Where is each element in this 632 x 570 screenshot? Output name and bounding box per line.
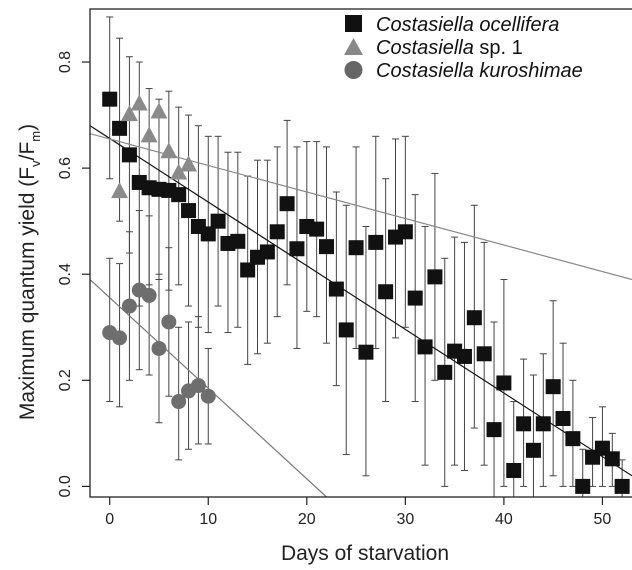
square-point [437, 364, 453, 380]
legend-marker-square [345, 15, 362, 32]
square-point [112, 120, 128, 136]
square-point [181, 203, 197, 219]
square-point [338, 322, 354, 338]
circle-point [151, 340, 167, 356]
square-point [328, 281, 344, 297]
square-point [565, 431, 581, 447]
square-point [319, 239, 335, 255]
square-point [525, 442, 541, 458]
square-point [368, 234, 384, 250]
square-point [407, 290, 423, 306]
y-axis-label-sub-v: v [28, 160, 43, 167]
error-bar [175, 326, 183, 461]
square-point [466, 310, 482, 326]
square-point [289, 241, 305, 257]
triangle-point [130, 94, 148, 111]
square-point [210, 213, 226, 229]
plot-frame [89, 8, 632, 498]
y-axis-label-close: ) [16, 124, 39, 131]
square-point [614, 478, 630, 494]
y-axis-ticks: 0.0 0.2 0.4 0.6 0.8 [57, 51, 90, 498]
data-points [102, 91, 630, 494]
legend-label-sp1-rest: sp. 1 [474, 37, 523, 59]
y-axis-label-sub-m: m [28, 131, 43, 142]
square-point [200, 226, 216, 242]
square-point [309, 221, 325, 237]
square-point [279, 196, 295, 212]
y-tick-label: 0.6 [57, 157, 74, 179]
legend-label-ocellifera-italic: Costasiella ocellifera [376, 14, 559, 36]
x-tick-label: 20 [298, 511, 316, 528]
square-point [358, 344, 374, 360]
square-point [102, 91, 118, 107]
square-point [427, 269, 443, 285]
error-bar [529, 374, 537, 498]
square-point [348, 240, 364, 256]
circle-point [121, 298, 137, 314]
x-tick-label: 40 [495, 511, 513, 528]
regression-line [90, 279, 327, 497]
square-point [259, 244, 275, 260]
y-axis-label-main: Maximum quantum yield (F [16, 167, 39, 420]
error-bar [510, 401, 518, 498]
square-point [417, 339, 433, 355]
triangle-point [120, 105, 138, 122]
square-point [575, 478, 591, 494]
legend-marker-circle [344, 61, 363, 79]
triangle-point [180, 155, 198, 172]
legend-label-kuroshimae-italic: Costasiella kuroshimae [376, 60, 583, 82]
square-point [378, 284, 394, 300]
x-tick-label: 50 [594, 511, 612, 528]
square-point [240, 262, 256, 278]
legend-label-ocellifera: Costasiella ocellifera [376, 14, 559, 36]
legend-label-sp1: Costasiella sp. 1 [376, 37, 523, 59]
legend-label-sp1-italic: Costasiella [376, 37, 474, 59]
circle-point [161, 314, 177, 330]
y-tick-label: 0.4 [57, 263, 74, 285]
square-point [535, 416, 551, 432]
square-point [506, 462, 522, 478]
y-axis-label-slash: /F [16, 142, 39, 161]
y-axis-label: Maximum quantum yield (Fv/Fm) [16, 124, 43, 420]
regression-line [90, 133, 632, 281]
legend-marker-triangle [344, 38, 363, 55]
square-point [269, 224, 285, 240]
square-point [171, 187, 187, 203]
square-point [230, 233, 246, 249]
square-point [496, 375, 512, 391]
circle-point [200, 388, 216, 404]
circle-point [141, 287, 157, 303]
triangle-point [111, 182, 129, 199]
y-tick-label: 0.0 [57, 475, 74, 497]
y-tick-label: 0.8 [57, 51, 74, 73]
square-point [476, 346, 492, 362]
triangle-point [160, 142, 178, 159]
regression-lines [90, 125, 632, 497]
circle-point [171, 394, 187, 410]
x-axis-ticks: 0 10 20 30 40 50 [105, 497, 611, 528]
square-point [397, 224, 413, 240]
square-point [604, 451, 620, 467]
circle-point [190, 378, 206, 394]
square-point [456, 348, 472, 364]
x-tick-label: 10 [199, 511, 217, 528]
legend: Costasiella ocellifera Costasiella sp. 1… [344, 14, 583, 82]
triangle-point [140, 126, 158, 143]
square-point [121, 147, 137, 163]
legend-label-kuroshimae: Costasiella kuroshimae [376, 60, 583, 82]
triangle-point [170, 163, 188, 180]
x-tick-label: 30 [396, 511, 414, 528]
triangle-point [150, 102, 168, 119]
square-point [486, 422, 502, 438]
square-point [545, 379, 561, 395]
y-tick-label: 0.2 [57, 369, 74, 391]
x-axis-label: Days of starvation [281, 542, 449, 565]
square-point [555, 410, 571, 426]
x-tick-label: 0 [105, 511, 114, 528]
circle-point [112, 330, 128, 346]
square-point [516, 416, 532, 432]
